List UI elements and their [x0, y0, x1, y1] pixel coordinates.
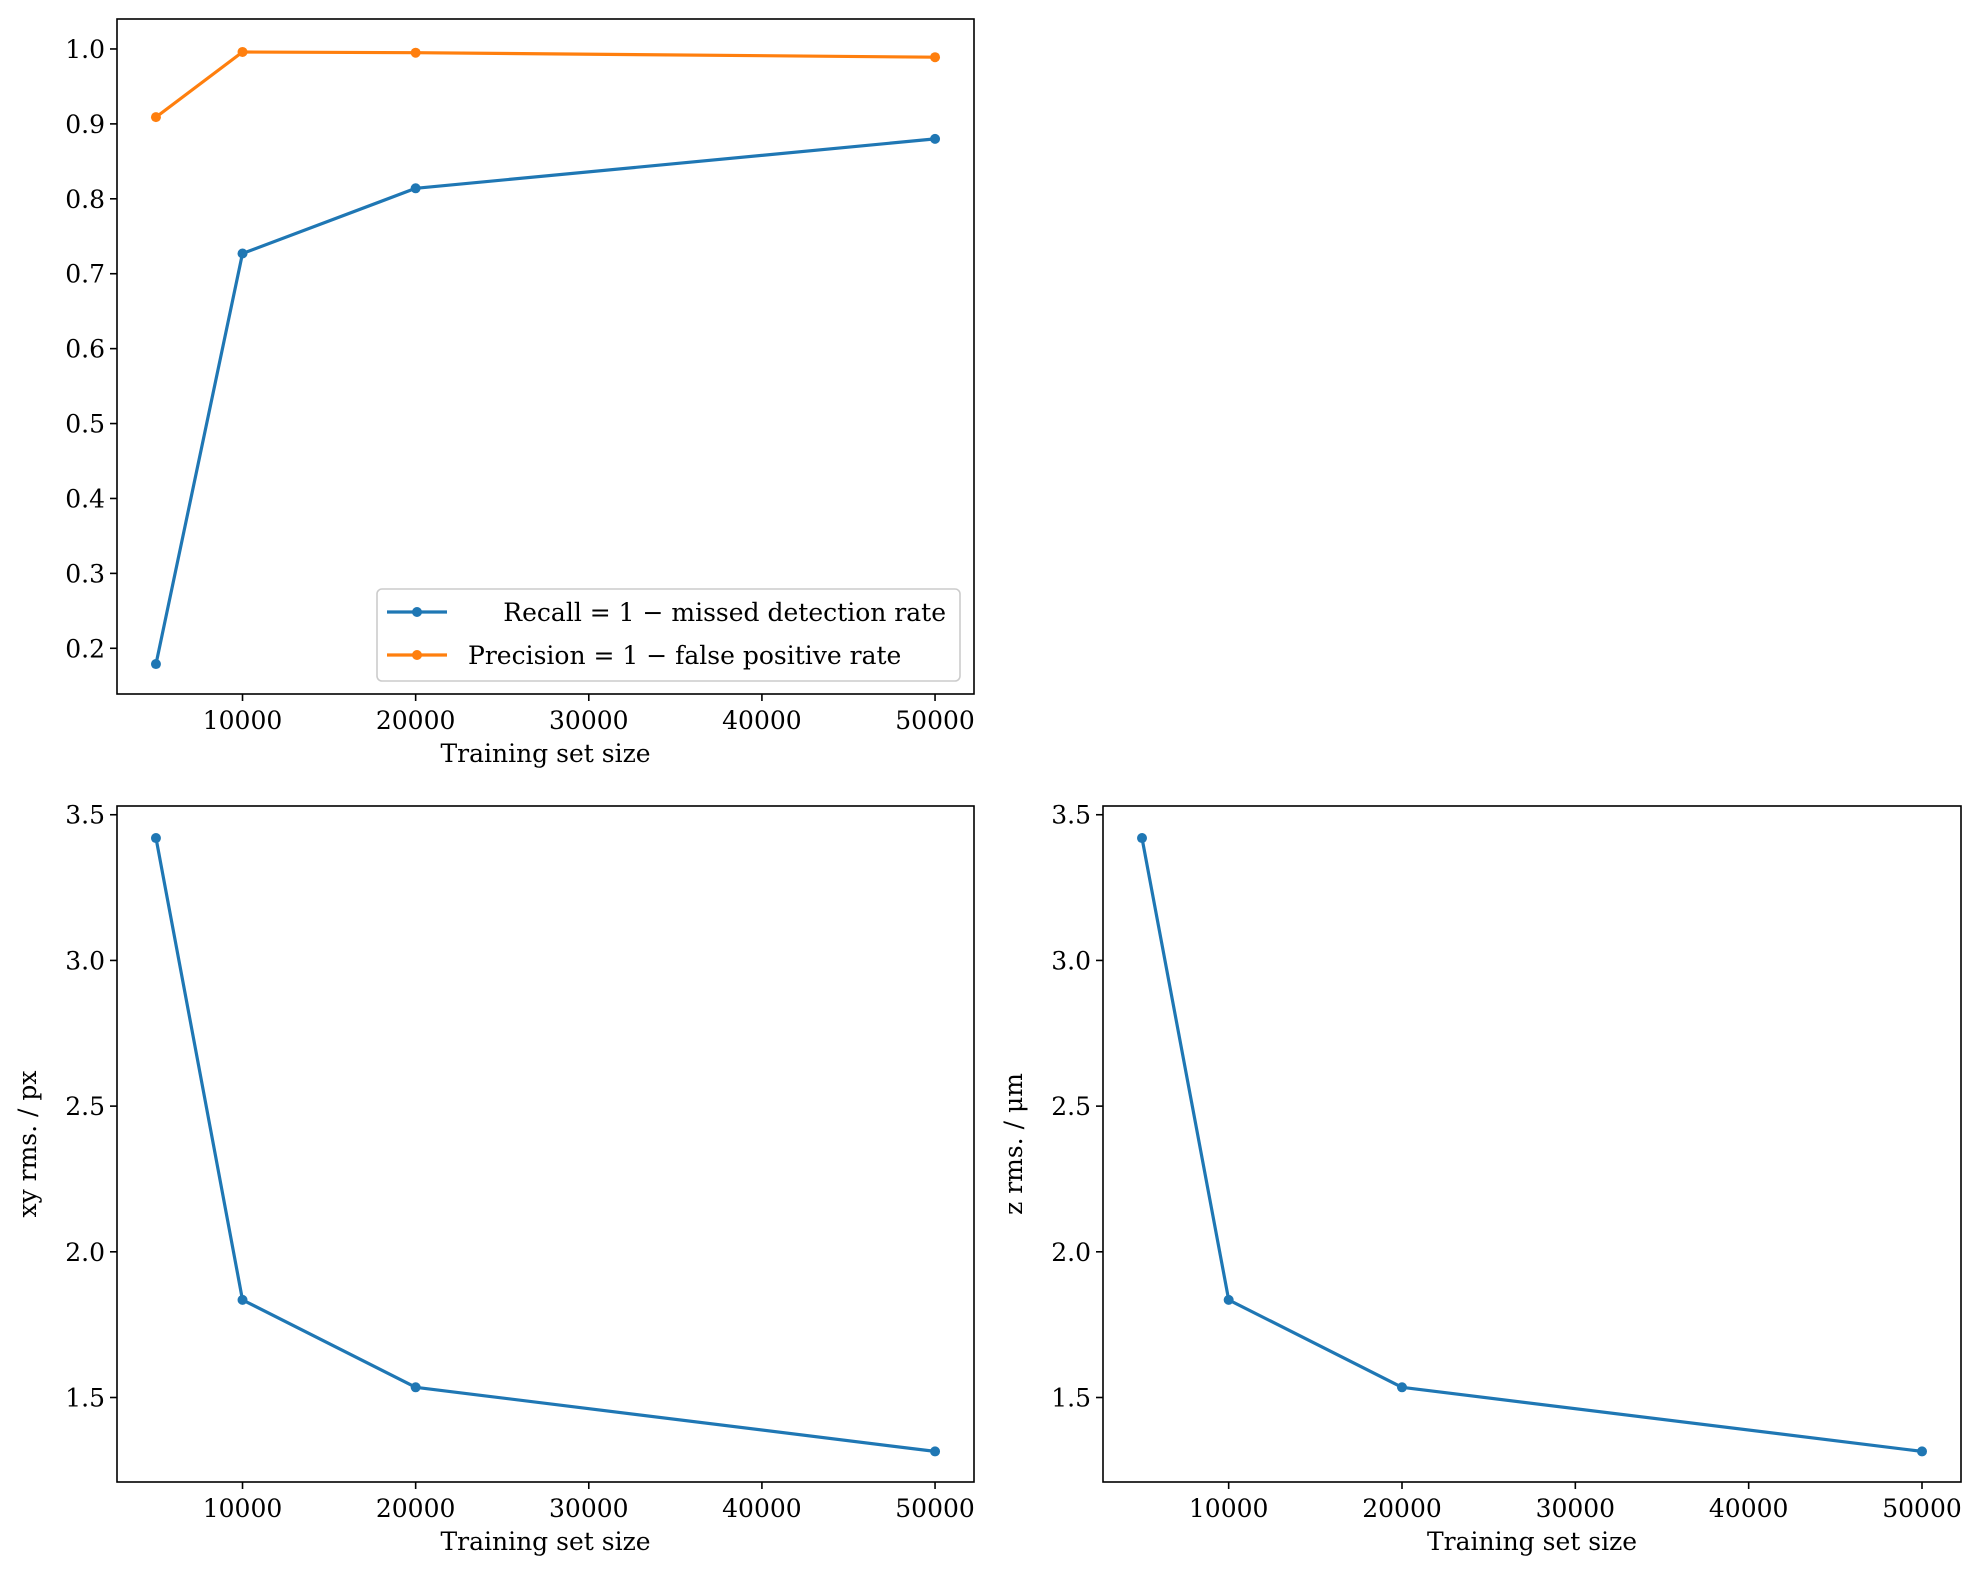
- data-point: [150, 112, 161, 123]
- y-tick-label: 2.0: [1051, 1238, 1091, 1267]
- axes-frame: [116, 18, 975, 695]
- data-point: [237, 248, 248, 259]
- data-point: [237, 1294, 248, 1305]
- x-tick-label: 20000: [376, 1494, 456, 1523]
- data-point: [1397, 1382, 1407, 1393]
- y-tick-label: 0.4: [65, 484, 105, 513]
- axes-frame: [1102, 805, 1962, 1483]
- y-tick-label: 2.5: [1051, 1092, 1091, 1121]
- legend-label-1: Recall = 1 − missed detection rate: [503, 598, 946, 627]
- chart-panel-3: 10000 20000 30000 40000 50000 1.5 2.0 2.5 3.0 3.5…: [999, 801, 1962, 1556]
- legend-marker-2: [412, 650, 422, 660]
- data-point: [237, 46, 248, 57]
- x-tick-label: 40000: [722, 706, 802, 735]
- data-point: [410, 47, 421, 58]
- x-tick-label: 40000: [1709, 1494, 1789, 1523]
- x-tick-label: 50000: [895, 1494, 975, 1523]
- data-point: [930, 133, 941, 144]
- x-axis-label: Training set size: [440, 739, 650, 768]
- y-tick-label: 1.5: [65, 1384, 105, 1413]
- y-tick-label: 0.8: [65, 185, 105, 214]
- series-line-1: [154, 837, 936, 1453]
- y-tick-label: 0.7: [65, 260, 105, 289]
- y-tick-label: 0.5: [65, 410, 105, 439]
- data-point: [930, 1446, 941, 1457]
- y-tick-label: 3.0: [1051, 946, 1091, 975]
- series-line-2: [155, 50, 936, 119]
- x-tick-label: 10000: [203, 706, 283, 735]
- y-axis-label: z rms. / μm: [999, 1073, 1028, 1215]
- y-tick-label: 0.3: [65, 559, 105, 588]
- y-tick-label: 3.5: [1051, 801, 1091, 830]
- x-tick-label: 30000: [549, 1494, 629, 1523]
- y-tick-label: 1.5: [1051, 1384, 1091, 1413]
- chart-panel-2: 10000 20000 30000 40000 50000 1.5 2.0 2.5 3.0 3.5…: [13, 801, 975, 1556]
- y-tick-label: 1.0: [65, 35, 105, 64]
- x-axis-label: Training set size: [1427, 1527, 1637, 1556]
- data-point: [1137, 833, 1147, 844]
- legend-marker-1: [412, 607, 422, 617]
- x-tick-label: 40000: [722, 1494, 802, 1523]
- x-tick-label: 30000: [1536, 1494, 1616, 1523]
- x-tick-label: 10000: [1189, 1494, 1269, 1523]
- y-tick-label: 2.5: [65, 1092, 105, 1121]
- data-point: [930, 52, 941, 63]
- x-tick-label: 10000: [203, 1494, 283, 1523]
- y-tick-label: 3.5: [65, 801, 105, 830]
- y-tick-label: 0.2: [65, 634, 105, 663]
- x-axis-label: Training set size: [440, 1527, 650, 1556]
- axes-frame: [116, 805, 975, 1483]
- x-tick-label: 50000: [1882, 1494, 1962, 1523]
- series-line-1: [154, 137, 936, 665]
- data-point: [410, 1382, 421, 1393]
- legend: Recall = 1 − missed detection rate Precis…: [376, 588, 961, 682]
- series-line-1: [1140, 837, 1923, 1453]
- data-point: [1917, 1446, 1927, 1457]
- x-tick-label: 30000: [549, 706, 629, 735]
- y-tick-label: 0.9: [65, 110, 105, 139]
- legend-label-2: Precision = 1 − false positive rate: [468, 641, 901, 670]
- data-point: [410, 183, 421, 194]
- y-tick-label: 2.0: [65, 1238, 105, 1267]
- x-tick-label: 20000: [1362, 1494, 1442, 1523]
- legend-box: [376, 588, 961, 682]
- chart-panel-1: 10000 20000 30000 40000 50000 0.2 0.3 0.4 0.5 0.6…: [65, 18, 975, 768]
- x-tick-label: 20000: [376, 706, 456, 735]
- data-point: [1223, 1294, 1234, 1305]
- data-point: [150, 659, 161, 670]
- x-tick-label: 50000: [895, 706, 975, 735]
- y-tick-label: 3.0: [65, 946, 105, 975]
- data-point: [150, 833, 161, 844]
- y-tick-label: 0.6: [65, 335, 105, 364]
- y-axis-label: xy rms. / px: [13, 1070, 42, 1217]
